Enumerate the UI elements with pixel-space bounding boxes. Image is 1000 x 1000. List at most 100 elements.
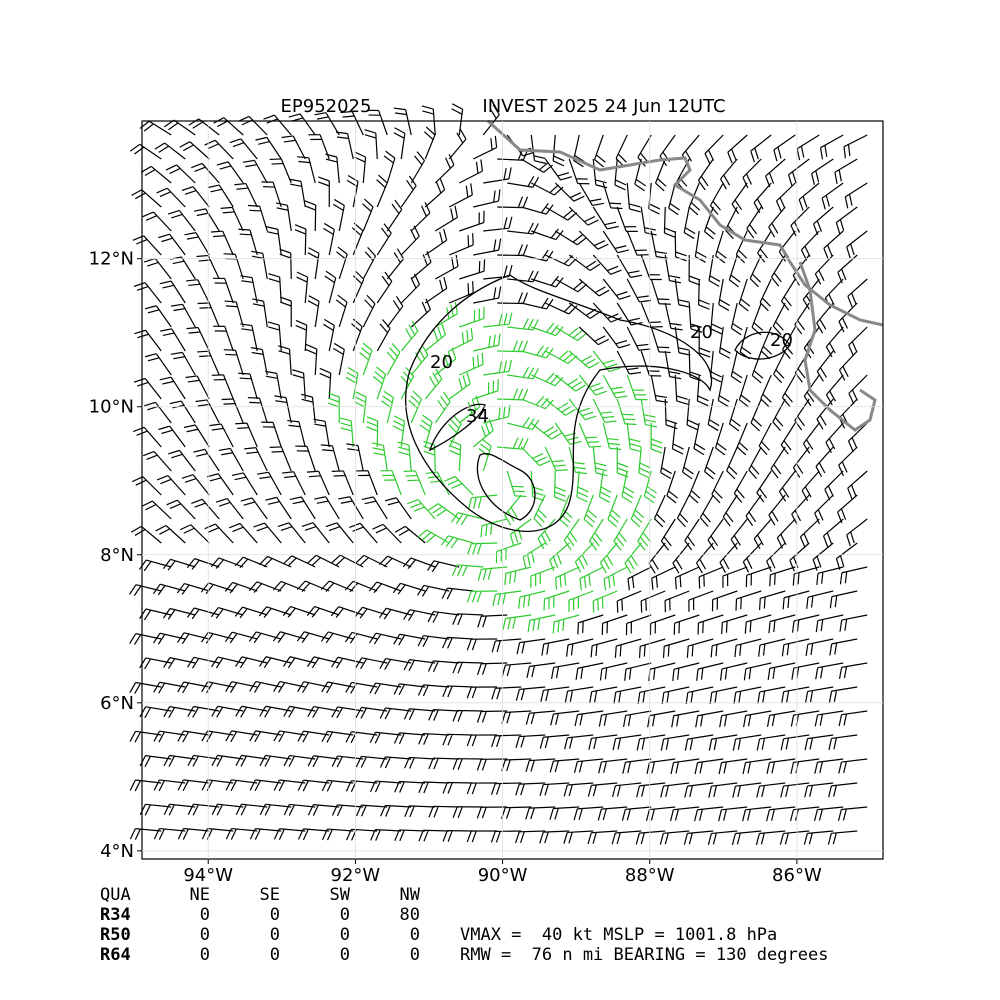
barb-feather xyxy=(515,736,520,748)
barb-staff xyxy=(458,445,462,472)
barb-feather xyxy=(838,714,843,727)
barb-staff xyxy=(687,830,714,834)
barb-feather xyxy=(153,681,161,693)
barb-staff xyxy=(328,631,354,640)
barb-staff xyxy=(817,662,844,669)
barb-feather xyxy=(360,658,368,670)
barb-staff xyxy=(831,734,858,740)
barb-staff xyxy=(328,325,335,352)
barb-staff xyxy=(783,830,810,835)
barb-feather xyxy=(378,555,389,565)
barb-feather xyxy=(611,832,616,845)
barb-feather xyxy=(340,500,353,504)
barb-feather xyxy=(240,275,253,279)
barb-staff xyxy=(449,244,474,256)
barb-feather xyxy=(645,232,657,236)
barb-feather xyxy=(131,476,144,483)
barb-feather xyxy=(482,663,487,675)
barb-feather xyxy=(580,667,584,679)
barb-feather xyxy=(599,562,607,574)
barb-staff xyxy=(245,183,258,208)
barb-feather xyxy=(192,121,204,129)
barb-feather xyxy=(320,444,333,447)
barb-feather xyxy=(851,292,857,305)
barb-feather xyxy=(844,571,848,584)
barb-feather xyxy=(194,166,206,172)
barb-feather xyxy=(544,831,549,844)
barb-feather xyxy=(745,173,752,185)
barb-staff xyxy=(841,662,868,668)
barb-feather xyxy=(500,807,506,819)
barb-feather xyxy=(809,690,814,703)
barb-feather xyxy=(181,186,194,191)
barb-staff xyxy=(447,733,474,736)
barb-staff xyxy=(497,206,524,209)
barb-feather xyxy=(147,309,160,314)
barb-staff xyxy=(292,135,306,160)
barb-staff xyxy=(457,613,484,616)
barb-feather xyxy=(498,313,503,326)
barb-feather xyxy=(249,730,257,742)
barb-feather xyxy=(354,156,366,163)
barb-staff xyxy=(261,349,268,376)
barb-feather xyxy=(736,488,745,499)
barb-feather xyxy=(842,808,847,821)
barb-feather xyxy=(626,808,631,821)
barb-staff xyxy=(399,732,426,736)
barb-staff xyxy=(521,206,547,215)
barb-feather xyxy=(133,377,146,383)
barb-staff xyxy=(671,422,676,449)
barb-feather xyxy=(421,586,430,597)
barb-feather xyxy=(594,532,603,543)
barb-feather xyxy=(839,555,845,567)
barb-feather xyxy=(339,417,352,422)
barb-staff xyxy=(626,182,631,209)
barb-feather xyxy=(335,658,344,669)
barb-staff xyxy=(649,662,676,670)
barb-staff xyxy=(386,258,404,280)
barb-feather xyxy=(366,294,376,305)
info-line: VMAX = 40 kt MSLP = 1001.8 hPa xyxy=(460,925,777,945)
barb-feather xyxy=(639,536,649,547)
barb-staff xyxy=(145,608,172,616)
barb-staff xyxy=(166,187,186,208)
barb-feather xyxy=(497,593,502,606)
barb-feather xyxy=(277,682,286,693)
barb-feather xyxy=(605,363,618,369)
barb-feather xyxy=(689,738,694,750)
barb-staff xyxy=(543,782,570,786)
barb-feather xyxy=(307,706,315,718)
barb-feather xyxy=(282,606,292,617)
barb-feather xyxy=(520,831,525,843)
barb-feather xyxy=(551,460,564,463)
barb-feather xyxy=(505,807,511,819)
barb-feather xyxy=(642,691,646,703)
barb-feather xyxy=(749,224,758,235)
barb-staff xyxy=(359,522,378,544)
barb-feather xyxy=(598,714,603,727)
barb-feather xyxy=(549,559,555,572)
barb-staff xyxy=(226,498,244,520)
barb-staff xyxy=(626,422,631,449)
barb-feather xyxy=(627,559,635,570)
barb-staff xyxy=(183,779,210,784)
barb-feather xyxy=(302,829,309,841)
barb-feather xyxy=(338,496,350,500)
barb-feather xyxy=(239,377,252,380)
barb-staff xyxy=(248,116,268,136)
barb-staff xyxy=(222,230,234,256)
barb-staff xyxy=(816,398,834,420)
barb-feather xyxy=(158,828,165,840)
barb-feather xyxy=(709,275,721,282)
barb-feather xyxy=(191,609,200,620)
barb-feather xyxy=(600,486,612,493)
y-tick-label: 6°N xyxy=(100,693,134,714)
barb-staff xyxy=(568,350,590,369)
barb-feather xyxy=(409,757,415,769)
barb-feather xyxy=(378,174,388,184)
barb-feather xyxy=(609,202,622,205)
barb-feather xyxy=(818,462,826,474)
barb-feather xyxy=(684,540,693,551)
barb-feather xyxy=(179,524,192,531)
barb-feather xyxy=(134,828,141,840)
